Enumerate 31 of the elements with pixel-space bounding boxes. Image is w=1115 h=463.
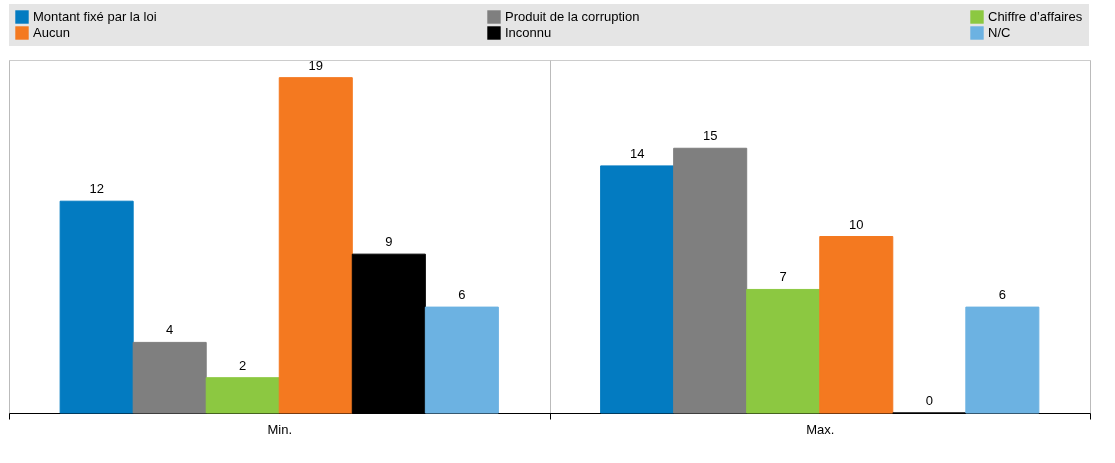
data-label: 7: [779, 269, 787, 285]
legend-label: Chiffre d’affaires: [988, 9, 1083, 24]
bar: [424, 306, 499, 414]
x-tick-label: Min.: [267, 421, 293, 437]
bar: [819, 236, 894, 414]
legend-label: Produit de la corruption: [505, 9, 640, 24]
data-label: 9: [385, 234, 393, 250]
x-tick-label: Max.: [806, 421, 835, 437]
bar: [673, 147, 748, 414]
data-label: 12: [89, 181, 104, 197]
legend-label: Montant fixé par la loi: [33, 9, 157, 24]
bar: [132, 341, 207, 414]
bar: [351, 253, 426, 414]
bar: [965, 306, 1040, 414]
bar: [600, 165, 675, 414]
bar: [59, 200, 134, 414]
data-label: 19: [308, 57, 323, 73]
data-label: 2: [239, 357, 247, 373]
data-label: 15: [702, 128, 718, 144]
bar: [278, 77, 353, 414]
data-label: 10: [849, 216, 864, 232]
legend-label: Inconnu: [505, 25, 552, 40]
legend-label: N/C: [988, 25, 1011, 40]
legend-label: Aucun: [33, 25, 70, 40]
bar: [746, 288, 821, 414]
data-label: 6: [998, 287, 1006, 303]
data-label: 6: [458, 287, 466, 303]
bar: [205, 377, 280, 414]
data-label: 14: [629, 145, 645, 161]
data-label: 4: [166, 322, 174, 338]
data-label: 0: [925, 393, 933, 408]
